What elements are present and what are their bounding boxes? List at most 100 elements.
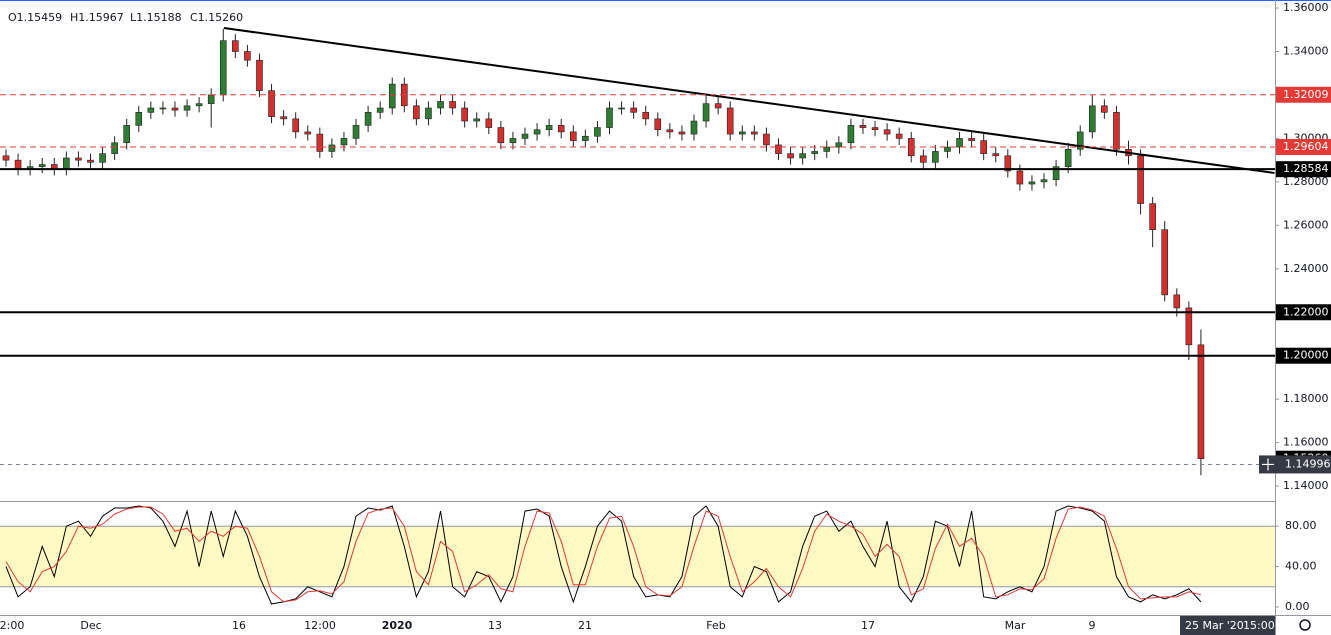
candle-body bbox=[968, 138, 975, 141]
candle-body bbox=[1052, 166, 1060, 181]
candle-body bbox=[533, 129, 541, 135]
time-label: 13 bbox=[488, 619, 502, 632]
y-tick-label: 1.14000 bbox=[1283, 479, 1329, 492]
ohlc-label: C1.15260 bbox=[190, 11, 243, 24]
plus-icon bbox=[1262, 458, 1274, 471]
time-label: 21 bbox=[578, 619, 592, 632]
price-label-bg bbox=[1276, 86, 1331, 103]
candle-body bbox=[497, 127, 505, 144]
candle-body bbox=[449, 101, 456, 109]
candle-body bbox=[630, 107, 637, 113]
crosshair-time-bg bbox=[1180, 616, 1275, 635]
candle-body bbox=[569, 131, 577, 141]
time-label: 2020 bbox=[382, 619, 413, 632]
candle-body bbox=[799, 153, 806, 159]
candle-body bbox=[485, 118, 493, 128]
candle-body bbox=[1064, 148, 1072, 167]
candle-body bbox=[280, 116, 287, 120]
candle-body bbox=[775, 144, 782, 154]
candle-body bbox=[14, 159, 22, 170]
candle-body bbox=[87, 159, 94, 163]
y-tick-label: 1.36000 bbox=[1283, 1, 1329, 14]
price-label: 1.28584 bbox=[1283, 162, 1329, 175]
candle-body bbox=[111, 142, 118, 154]
candle-body bbox=[256, 59, 263, 91]
time-label: Dec bbox=[80, 619, 101, 632]
ohlc-label: H1.15967 bbox=[70, 11, 124, 24]
ohlc-header: O1.15459 H1.15967 L1.15188 C1.15260 bbox=[8, 11, 243, 24]
candle-body bbox=[292, 118, 299, 133]
candle-body bbox=[171, 107, 179, 111]
candle-body bbox=[38, 164, 46, 167]
candle-body bbox=[509, 138, 517, 144]
time-label: Mar bbox=[1005, 619, 1026, 632]
candle-body bbox=[1137, 155, 1144, 204]
ohlc-label: O1.15459 bbox=[8, 11, 62, 24]
candle-body bbox=[823, 146, 831, 152]
candle-body bbox=[159, 107, 167, 110]
candle-body bbox=[678, 131, 686, 135]
y-tick-label: 40.00 bbox=[1285, 560, 1317, 573]
candle-body bbox=[316, 133, 324, 152]
candle-body bbox=[883, 129, 891, 135]
time-label: 2:00 bbox=[0, 619, 24, 632]
candle-body bbox=[920, 155, 927, 163]
crosshair-label: 1.14996 bbox=[1285, 457, 1331, 470]
candle-body bbox=[1101, 105, 1108, 113]
candle-body bbox=[352, 125, 360, 139]
candle-body bbox=[763, 133, 770, 146]
y-tick-label: 1.24000 bbox=[1283, 262, 1329, 275]
candle-body bbox=[2, 155, 10, 161]
price-label-bg bbox=[1276, 139, 1331, 156]
candle-body bbox=[195, 103, 203, 107]
candle-body bbox=[521, 133, 529, 139]
candle-body bbox=[944, 146, 951, 152]
price-label: 1.20000 bbox=[1283, 349, 1329, 362]
candle-body bbox=[1040, 179, 1048, 183]
time-label: 12:00 bbox=[304, 619, 336, 632]
price-label: 1.29604 bbox=[1283, 140, 1329, 153]
candle-body bbox=[135, 112, 143, 126]
crosshair-time: 15:00 bbox=[1243, 619, 1275, 632]
candle-body bbox=[75, 157, 82, 161]
candle-body bbox=[183, 105, 191, 111]
candle-body bbox=[811, 151, 818, 154]
y-tick-label: 1.26000 bbox=[1283, 218, 1329, 231]
candle-body bbox=[388, 83, 396, 109]
y-tick-label: 1.28000 bbox=[1283, 175, 1329, 188]
time-label: Feb bbox=[706, 619, 725, 632]
y-tick-label: 1.16000 bbox=[1283, 436, 1329, 449]
candle-body bbox=[1161, 229, 1169, 296]
candle-body bbox=[714, 103, 722, 109]
candle-body bbox=[207, 94, 215, 104]
candle-body bbox=[1016, 170, 1024, 185]
candle-body bbox=[666, 129, 674, 133]
candle-body bbox=[232, 40, 239, 52]
ohlc-label: L1.15188 bbox=[130, 11, 182, 24]
candle-body bbox=[364, 112, 372, 126]
candle-body bbox=[654, 118, 662, 131]
candle-body bbox=[123, 125, 130, 144]
candle-body bbox=[99, 153, 106, 163]
candle-body bbox=[606, 107, 613, 128]
price-label-bg bbox=[1276, 304, 1331, 321]
candle-body bbox=[1185, 307, 1193, 346]
candle-body bbox=[147, 107, 155, 113]
candle-body bbox=[545, 125, 553, 131]
price-label: 1.32009 bbox=[1283, 88, 1329, 101]
candle-body bbox=[642, 112, 650, 120]
candle-body bbox=[871, 127, 879, 131]
candle-body bbox=[437, 101, 444, 109]
candle-body bbox=[738, 131, 746, 135]
candle-body bbox=[895, 133, 903, 139]
candle-body bbox=[859, 125, 867, 128]
y-tick-label: 1.34000 bbox=[1283, 44, 1329, 57]
candle-body bbox=[328, 144, 336, 152]
price-label-bg bbox=[1276, 347, 1331, 364]
candle-body bbox=[618, 107, 625, 110]
candle-body bbox=[787, 153, 794, 159]
candle-body bbox=[751, 131, 758, 135]
time-label: 9 bbox=[1089, 619, 1096, 632]
candle-body bbox=[835, 142, 843, 148]
